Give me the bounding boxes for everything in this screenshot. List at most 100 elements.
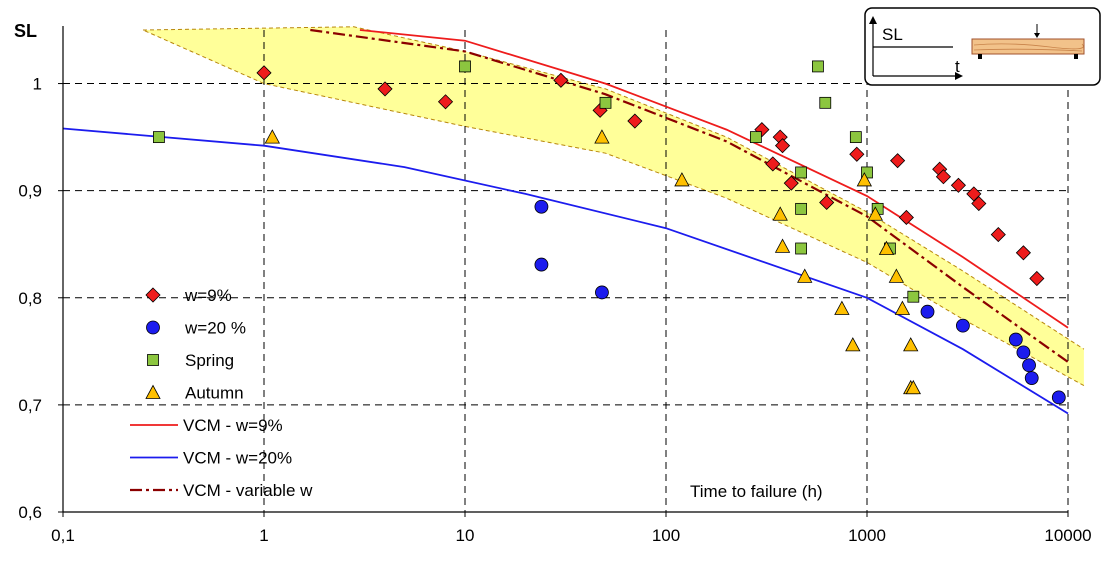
data-point — [950, 177, 966, 193]
data-point — [905, 379, 921, 395]
model-curves — [62, 28, 1069, 415]
legend-item: w=9% — [145, 286, 232, 305]
inset-support-right-icon — [1074, 54, 1078, 59]
data-point — [890, 153, 906, 169]
curve-line — [310, 28, 1069, 363]
data-point — [935, 169, 951, 185]
band-area — [143, 26, 1084, 386]
x-tick-label: 10 — [456, 526, 475, 545]
y-tick-label: 0,6 — [18, 503, 42, 522]
grid — [63, 30, 1069, 512]
data-point — [990, 227, 1006, 243]
y-tick-label: 1 — [33, 75, 42, 94]
data-point — [888, 268, 905, 283]
data-point — [795, 242, 807, 255]
legend-item: VCM - w=20% — [130, 449, 292, 468]
data-point — [797, 268, 813, 283]
x-tick-label: 10000 — [1044, 526, 1091, 545]
data-point — [553, 72, 569, 88]
data-point — [1051, 390, 1066, 405]
legend-item: VCM - variable w — [130, 481, 313, 500]
data-point — [971, 195, 987, 212]
y-tick-label: 0,8 — [18, 289, 42, 308]
legend-label: w=9% — [184, 286, 232, 305]
data-point — [894, 300, 911, 315]
legend-label: VCM - w=9% — [183, 416, 283, 435]
data-point — [749, 131, 762, 144]
data-point — [772, 206, 788, 221]
data-point — [819, 96, 832, 109]
data-point — [765, 156, 781, 172]
y-tick-label: 0,9 — [18, 182, 42, 201]
data-point — [377, 81, 393, 97]
data-point — [845, 337, 861, 352]
data-point — [907, 290, 920, 303]
legend-label: Spring — [185, 351, 234, 370]
data-point — [1022, 358, 1036, 373]
data-point — [920, 304, 935, 319]
y-tick-label: 0,7 — [18, 396, 42, 415]
data-point — [599, 96, 612, 109]
data-points — [153, 60, 1066, 405]
legend-label: w=20 % — [184, 319, 246, 338]
inset-load-arrowhead-icon — [1034, 33, 1040, 38]
curve-line — [359, 29, 1069, 329]
legend-marker-icon — [146, 320, 160, 335]
legend-marker-icon — [145, 384, 161, 399]
data-point — [1015, 245, 1031, 261]
legend-item: w=20 % — [146, 319, 246, 338]
data-point — [774, 138, 791, 154]
x-tick-label: 1000 — [848, 526, 886, 545]
inset-wood-grain-icon — [973, 43, 1084, 52]
inset-diagram: SL t — [864, 7, 1101, 86]
data-point — [903, 337, 919, 352]
x-axis-label: Time to failure (h) — [690, 482, 823, 501]
data-point — [849, 146, 865, 162]
band-upper-edge — [142, 26, 1085, 350]
data-point — [1024, 371, 1039, 386]
data-point — [1016, 345, 1031, 360]
legend-item: VCM - w=9% — [130, 416, 283, 435]
data-point — [534, 199, 549, 214]
data-point — [956, 318, 970, 333]
confidence-band — [142, 26, 1085, 387]
legend-item: Autumn — [145, 384, 244, 403]
curve-line — [62, 127, 1069, 415]
data-point — [264, 129, 280, 144]
data-point — [153, 131, 165, 144]
data-point — [256, 65, 272, 81]
data-point — [878, 240, 895, 255]
inset-x-label: t — [955, 57, 960, 76]
data-point — [783, 175, 799, 191]
legend-label: VCM - w=20% — [183, 449, 292, 468]
data-point — [834, 300, 850, 315]
data-point — [459, 60, 471, 73]
data-point — [849, 131, 862, 144]
inset-beam-icon — [971, 38, 1085, 55]
tick-labels: 0,1 1 10 100 1000 10000 0,6 0,7 0,8 0,9 1 — [18, 75, 1091, 545]
data-point — [437, 94, 454, 110]
data-point — [819, 194, 835, 211]
data-point — [627, 113, 643, 129]
data-point — [594, 129, 610, 144]
y-axis-label: SL — [14, 21, 37, 41]
legend-marker-icon — [145, 287, 161, 303]
data-point — [856, 172, 873, 187]
data-point — [795, 166, 807, 179]
data-point — [534, 257, 549, 272]
axes — [58, 26, 1069, 517]
x-tick-label: 1 — [259, 526, 268, 545]
x-tick-label: 100 — [652, 526, 680, 545]
legend-label: VCM - variable w — [183, 481, 313, 500]
legend-label: Autumn — [185, 384, 244, 403]
data-point — [867, 206, 883, 221]
band-lower-edge — [142, 29, 1085, 387]
data-point — [595, 285, 609, 300]
legend: w=9% w=20 % Spring Autumn VCM - w=9% VCM - w=… — [130, 286, 313, 500]
inset-y-arrow-icon — [869, 16, 877, 24]
data-point — [1029, 270, 1045, 287]
data-point — [1008, 332, 1023, 347]
legend-item: Spring — [147, 351, 234, 370]
data-point — [674, 172, 690, 187]
